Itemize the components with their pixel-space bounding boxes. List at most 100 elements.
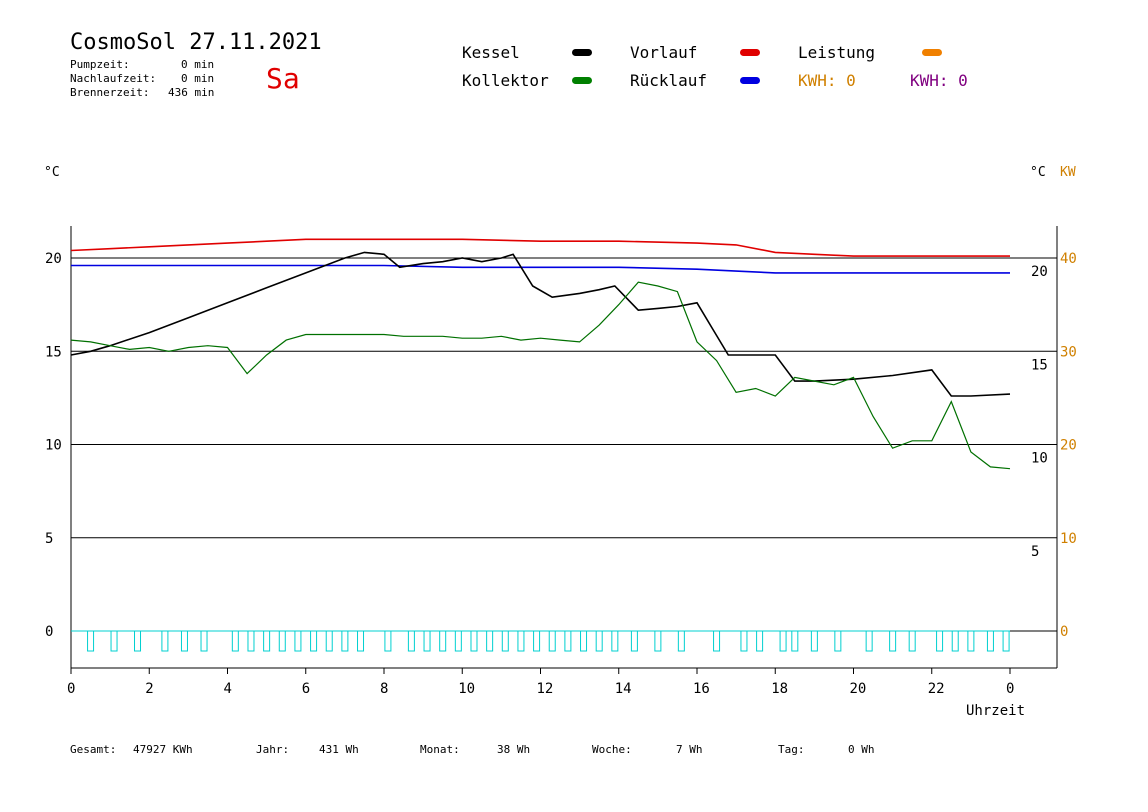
stat-brennerzeit-label: Brennerzeit:	[70, 86, 150, 99]
pump-pulse	[654, 630, 662, 652]
y-left-tick-label: 15	[45, 344, 62, 360]
footer-tag-value: 0 Wh	[848, 743, 875, 756]
y-right-kw-tick-label: 0	[1060, 624, 1068, 640]
pump-pulse	[200, 630, 208, 652]
pump-pulse	[908, 630, 916, 652]
pump-pulse	[611, 630, 619, 652]
y-right-kw-tick-label: 40	[1060, 251, 1077, 267]
pump-pulse	[501, 630, 509, 652]
legend-kessel-swatch	[572, 49, 592, 56]
y-right-celsius-tick-label: 5	[1031, 544, 1039, 560]
footer-woche-value: 7 Wh	[676, 743, 703, 756]
y-right-celsius-tick-label: 10	[1031, 451, 1048, 467]
x-tick-label: 14	[615, 681, 632, 697]
stat-brennerzeit-value: 436 min	[168, 86, 215, 99]
pump-pulse	[180, 630, 188, 652]
stat-nachlaufzeit-value: 0 min	[181, 72, 215, 85]
x-tick-label: 0	[1006, 681, 1014, 697]
pump-pulse	[1002, 630, 1010, 652]
footer-gesamt-label: Gesamt:	[70, 743, 117, 756]
legend-vorlauf-swatch	[740, 49, 760, 56]
series-line-ruecklauf	[71, 264, 1010, 274]
pump-pulse	[278, 630, 286, 652]
footer-monat-label: Monat:	[420, 743, 460, 756]
x-tick-label: 10	[458, 681, 475, 697]
pump-pulse	[595, 630, 603, 652]
y-right-celsius-tick-label: 20	[1031, 264, 1048, 280]
left-axis-unit: °C	[44, 165, 60, 180]
pump-pulse	[454, 630, 462, 652]
series-line-vorlauf	[70, 238, 1010, 257]
x-tick-label: 18	[771, 681, 788, 697]
pump-pulse	[740, 630, 748, 652]
pump-pulse	[384, 630, 392, 652]
x-tick-label: 0	[67, 681, 75, 697]
pump-pulse	[357, 630, 365, 652]
series-line-kessel	[70, 251, 1011, 397]
pump-pulse	[677, 630, 685, 652]
pump-pulse	[247, 630, 255, 652]
pump-pulse	[936, 630, 944, 652]
footer-woche-label: Woche:	[592, 743, 632, 756]
pump-pulse	[533, 630, 541, 652]
pump-pulse	[407, 630, 415, 652]
pump-pulse	[834, 630, 842, 652]
y-left-tick-label: 5	[45, 531, 53, 547]
y-right-kw-tick-label: 20	[1060, 438, 1077, 454]
y-right-celsius-tick-label: 15	[1031, 357, 1048, 373]
footer-tag-label: Tag:	[778, 743, 805, 756]
pump-pulse	[231, 630, 239, 652]
legend-kessel-label: Kessel	[462, 43, 520, 62]
x-axis-label: Uhrzeit	[966, 703, 1025, 719]
pump-pulse	[951, 630, 959, 652]
x-tick-label: 2	[145, 681, 153, 697]
footer-jahr-value: 431 Wh	[319, 743, 359, 756]
pump-pulse	[713, 630, 721, 652]
y-left-tick-label: 20	[45, 251, 62, 267]
x-tick-label: 16	[693, 681, 710, 697]
weekday-label: Sa	[266, 62, 300, 95]
pump-pulse	[439, 630, 447, 652]
pump-pulse	[810, 630, 818, 652]
x-tick-label: 6	[302, 681, 310, 697]
legend-vorlauf-label: Vorlauf	[630, 43, 698, 62]
y-right-kw-tick-label: 10	[1060, 531, 1077, 547]
pump-pulse	[341, 630, 349, 652]
footer-gesamt-value: 47927 KWh	[133, 743, 193, 756]
pump-pulse	[294, 630, 302, 652]
pump-pulse	[548, 630, 556, 652]
right-axis-unit-celsius: °C	[1030, 165, 1046, 180]
x-tick-label: 8	[380, 681, 388, 697]
pump-pulse	[517, 630, 525, 652]
pump-pulse	[134, 630, 142, 652]
pump-pulse	[325, 630, 333, 652]
x-tick-label: 20	[850, 681, 867, 697]
pump-pulse	[423, 630, 431, 652]
y-left-tick-label: 10	[45, 438, 62, 454]
pump-pulse	[470, 630, 478, 652]
pump-pulse	[263, 630, 271, 652]
pump-pulse	[791, 630, 799, 652]
pump-pulse	[87, 630, 95, 652]
stat-pumpzeit-label: Pumpzeit:	[70, 58, 130, 71]
pump-pulse	[630, 630, 638, 652]
pump-pulse	[110, 630, 118, 652]
pump-pulse	[564, 630, 572, 652]
pump-pulse	[161, 630, 169, 652]
pump-pulse	[865, 630, 873, 652]
pump-pulse	[486, 630, 494, 652]
stat-pumpzeit-value: 0 min	[181, 58, 215, 71]
x-tick-label: 22	[928, 681, 945, 697]
legend-kwh-total: KWH: 0	[910, 71, 968, 90]
footer-jahr-label: Jahr:	[256, 743, 290, 756]
legend-kollektor-label: Kollektor	[462, 71, 549, 90]
y-left-tick-label: 0	[45, 624, 53, 640]
legend-kwh-leistung: KWH: 0	[798, 71, 856, 90]
legend-leistung-label: Leistung	[798, 43, 876, 62]
y-right-kw-tick-label: 30	[1060, 344, 1077, 360]
pump-pulse	[889, 630, 897, 652]
pump-pulse	[310, 630, 318, 652]
pump-pulse	[756, 630, 764, 652]
pump-pulse	[967, 630, 975, 652]
